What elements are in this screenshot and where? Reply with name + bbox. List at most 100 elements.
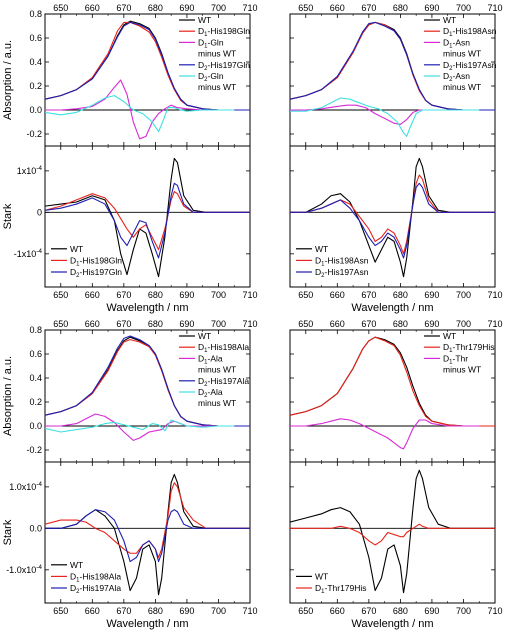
panel-thr: 650 660 670 680 690 700 710WTD1-Thr179HisD1-Th… [289, 319, 503, 630]
abs-series-group [290, 336, 495, 450]
abs-ytick-label: 0.6 [29, 349, 42, 359]
legend-entry: D1-His198Asn [315, 255, 369, 267]
panel-asn: 650 660 670 680 690 700 710 WTD1-His198AsnD1-As… [289, 3, 503, 314]
abs-series-group [45, 20, 250, 140]
xtick-label: 670 [116, 290, 131, 300]
abs-ytick-label: 0.2 [29, 81, 42, 91]
abs-ytick-label: 0.0 [29, 421, 42, 431]
xtick-label-top: 650 [53, 3, 68, 13]
panel-gln: -0.2 0.0 0.2 0.4 0.6 0.8 650 660 670 680 690 700 710… [2, 3, 258, 314]
xtick-label: 710 [242, 290, 257, 300]
panel-gln-abs: -0.2 0.0 0.2 0.4 0.6 0.8 650 660 670 680 690 700 710… [2, 3, 258, 147]
xtick-label-top: 680 [148, 319, 163, 329]
abs-series-red [290, 336, 495, 427]
legend-entry: D2-His197Gln [198, 60, 250, 72]
legend-entry: D1-His198Ala [70, 571, 121, 583]
abs-ytick-label: -0.2 [26, 445, 42, 455]
xtick-label: 680 [148, 606, 163, 616]
stark-series-blue [45, 182, 250, 259]
abs-ytick-label: 0.6 [29, 33, 42, 43]
xtick-label: 670 [361, 606, 376, 616]
stark-ytick-label: -1.0x10-4 [6, 564, 42, 575]
xtick-label: 690 [424, 606, 439, 616]
legend-entry: WT [315, 571, 328, 581]
xtick-label-top: 690 [424, 3, 439, 13]
xtick-label: 680 [148, 290, 163, 300]
xtick-label-top: 690 [179, 3, 194, 13]
legend-entry: D1-Thr179His [315, 583, 367, 595]
xtick-label: 660 [85, 606, 100, 616]
xtick-label-top: 680 [393, 319, 408, 329]
abs-ytick-label: 0.0 [29, 105, 42, 115]
xtick-label-top: 660 [85, 3, 100, 13]
xtick-label-top: 700 [456, 319, 471, 329]
legend-entry: minus WT [443, 49, 481, 59]
abs-series-group [45, 335, 250, 441]
legend-entry: D2-Gln [198, 71, 224, 83]
xtick-label: 700 [456, 290, 471, 300]
stark-series-blue [45, 509, 250, 563]
xtick-label: 700 [211, 290, 226, 300]
xtick-label: 660 [330, 290, 345, 300]
xtick-label-top: 650 [53, 319, 68, 329]
stark-ytick-label: 0 [37, 207, 42, 217]
stark-series-group [45, 473, 250, 596]
legend-entry: minus WT [198, 82, 236, 92]
xtick-label: 680 [393, 606, 408, 616]
abs-series-group [290, 21, 495, 137]
abs-ytick-label: 0.4 [29, 57, 42, 67]
xtick-label-top: 710 [487, 3, 502, 13]
xtick-label-top: 660 [330, 319, 345, 329]
legend-entry: minus WT [198, 365, 236, 375]
stark-ytick-label: -1x10-4 [14, 248, 43, 259]
stark-ytick-label: 0.0 [29, 523, 42, 533]
stark-frame [44, 461, 251, 604]
legend-entry: D2-His197Asn [443, 60, 497, 72]
stark-series-red [290, 174, 495, 255]
xtick-label: 660 [85, 290, 100, 300]
panel-ala: -0.2 0.0 0.2 0.4 0.6 0.8 650 660 670 680 690 700 710… [2, 319, 258, 630]
xtick-label: 670 [361, 290, 376, 300]
stark-series-blue [290, 182, 495, 259]
stark-series-black [290, 157, 495, 278]
stark-legend: WT D1-Thr179His [296, 571, 367, 595]
legend-entry: D1-His198Asn [443, 26, 497, 38]
stark-series-group [290, 157, 495, 278]
xlabel: Wavelength / nm [106, 618, 188, 630]
legend-entry: D2-His197Asn [315, 267, 369, 279]
xtick-label-top: 670 [116, 319, 131, 329]
xtick-label: 650 [298, 290, 313, 300]
abs-series-blue [45, 21, 250, 111]
xtick-label: 710 [487, 290, 502, 300]
legend-entry: D1-Thr [443, 353, 468, 365]
xtick-label: 690 [424, 290, 439, 300]
abs-ylabel: Absorption / a.u. [2, 356, 14, 436]
xtick-label-top: 700 [456, 3, 471, 13]
xtick-label-top: 710 [487, 319, 502, 329]
xtick-label-top: 680 [393, 3, 408, 13]
xtick-label-top: 690 [424, 319, 439, 329]
panel-asn-stark: 650 660 670 680 690 700 710 WTD1-His198AsnD2-Hi… [289, 145, 503, 300]
xtick-label: 700 [211, 606, 226, 616]
legend-entry: D1-His198Gln [198, 26, 250, 38]
xtick-label: 650 [53, 290, 68, 300]
stark-frame [289, 145, 496, 288]
legend-entry: D1-His198Gln [70, 255, 122, 267]
xtick-label: 710 [242, 606, 257, 616]
abs-series-blue [290, 21, 495, 111]
xtick-label-top: 710 [242, 3, 257, 13]
stark-ytick-label: 1.0x10-4 [9, 481, 42, 492]
legend-entry: WT [70, 560, 83, 570]
xtick-label: 710 [487, 606, 502, 616]
panel-ala-stark: -1.0x10-4 0.0 1.0x10-4 650 660 670 680 690 700 71… [2, 461, 258, 616]
abs-ytick-label: 0.8 [29, 325, 42, 335]
stark-series-red [290, 523, 495, 546]
abs-ytick-label: -0.2 [26, 129, 42, 139]
stark-series-group [45, 157, 250, 278]
xtick-label: 650 [53, 606, 68, 616]
legend-entry: WT [70, 244, 83, 254]
